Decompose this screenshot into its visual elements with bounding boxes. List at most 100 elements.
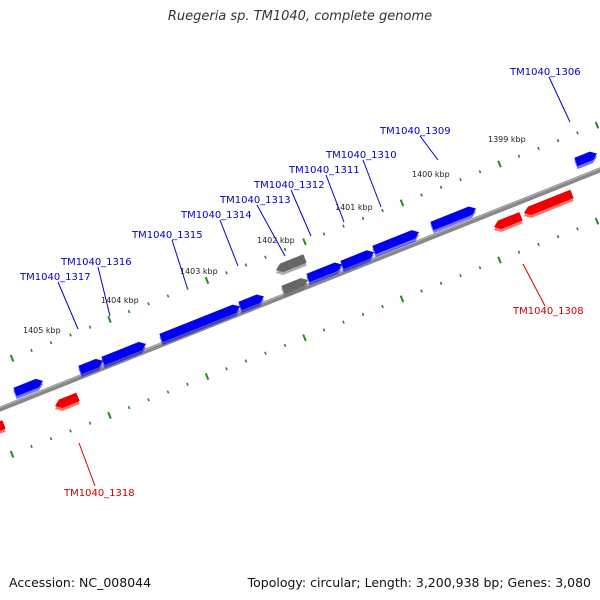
lower-tick [420,289,423,293]
kbp-label-1401: 1401 kbp [335,203,373,212]
upper-tick [225,271,228,275]
upper-tick [439,185,443,189]
leader-1314 [219,219,239,267]
gene-tm1040-1314-body [238,294,264,311]
upper-tick [127,309,131,314]
accession-text: Accession: NC_008044 [9,575,152,590]
lower-tick [517,250,521,254]
leader-1306 [548,76,571,123]
upper-tick [264,255,267,259]
upper-tick [594,121,600,129]
gene-tm1040-1312-body [306,262,342,283]
upper-tick [69,333,72,337]
kbp-label-1403: 1403 kbp [180,267,218,276]
gene-tm1040-1315 [159,304,240,346]
leader-1315 [171,239,188,288]
upper-tick [147,302,150,306]
label-leader-lines [57,76,571,487]
gene-edge [0,420,6,434]
lower-tick [478,266,482,270]
upper-tick [537,146,540,151]
lower-tick [225,367,228,371]
leader-1313 [256,204,286,257]
gene-label-tm1040-1309[interactable]: TM1040_1309 [379,126,451,137]
upper-tick [204,276,210,285]
gene-tm1040-1315-body [159,304,240,343]
gene-tm1040-1308-b [524,189,574,218]
upper-tick [283,247,287,252]
feature-grey [276,254,307,275]
gene-tm1040-1317 [78,358,103,378]
upper-tick [517,154,521,158]
kbp-label-1402: 1402 kbp [257,236,295,245]
gene-label-tm1040-1317[interactable]: TM1040_1317 [19,272,91,283]
lower-tick [244,359,248,363]
upper-tick [186,286,189,290]
gene-tm1040-1317-body [78,358,103,375]
gene-tm1040-1311 [340,250,374,273]
lower-tick [107,411,112,419]
lower-tick [537,242,540,247]
gene-tm1040-1306-body [574,151,597,167]
gene-tm1040-1319 [13,378,43,400]
gene-label-tm1040-1310[interactable]: TM1040_1310 [325,150,397,161]
leader-1309 [419,135,439,161]
kbp-label-1404: 1404 kbp [101,296,139,305]
gene-label-tm1040-1314[interactable]: TM1040_1314 [180,210,252,221]
lower-tick [30,444,33,449]
upper-tick-ruler [9,121,600,362]
upper-tick [9,354,15,362]
gene-tm1040-1319-body [13,378,43,397]
upper-tick [459,177,462,182]
upper-tick [399,199,405,207]
upper-tick [302,238,307,246]
lower-tick [166,390,170,394]
kbp-label-1405: 1405 kbp [23,326,61,335]
lower-tick [439,281,443,285]
gene-tm1040-1318-body [55,392,80,408]
lower-tick [381,304,384,309]
gene-tm1040-1313 [281,278,308,298]
gene-label-tm1040-1315[interactable]: TM1040_1315 [131,230,203,241]
lower-tick [264,351,267,355]
gene-label-tm1040-1313[interactable]: TM1040_1313 [219,195,291,206]
lower-tick [361,312,365,317]
gene-tm1040-1311-body [340,250,374,270]
gene-label-tm1040-1318[interactable]: TM1040_1318 [63,488,135,499]
lower-tick [283,343,287,348]
lower-tick [342,320,345,324]
leader-1310 [362,159,382,208]
gene-tm1040-1310-body [372,230,419,255]
lower-tick [204,372,210,381]
gene-label-tm1040-1306[interactable]: TM1040_1306 [509,67,581,78]
gene-tm1040-1313-body [281,278,308,295]
upper-tick [107,315,112,323]
upper-tick [381,208,384,213]
gene-tm1040-1309-body [430,206,476,231]
lower-tick [186,382,189,386]
gene-tm1040-1314 [238,294,264,314]
upper-tick [244,263,248,267]
upper-tick [49,340,53,345]
lower-tick [322,328,326,332]
gene-tm1040-1308 [494,212,523,232]
upper-tick [88,325,92,329]
feature-grey-body [276,254,307,272]
gene-label-tm1040-1308[interactable]: TM1040_1308 [512,306,584,317]
gene-tm1040-1312 [306,262,342,286]
upper-tick [322,232,326,236]
topology-text: Topology: circular; Length: 3,200,938 bp… [247,575,591,590]
lower-tick [88,421,92,425]
lower-tick [9,450,15,458]
lower-tick [497,256,502,264]
gene-tm1040-1316-body [101,341,146,366]
gene-label-tm1040-1311[interactable]: TM1040_1311 [288,165,360,176]
gene-tm1040-1310 [372,230,419,258]
lower-tick [302,334,307,342]
gene-tm1040-1316 [101,341,146,369]
gene-tm1040-1318 [55,392,80,411]
gene-label-tm1040-1316[interactable]: TM1040_1316 [60,257,132,268]
gene-label-tm1040-1312[interactable]: TM1040_1312 [253,180,325,191]
